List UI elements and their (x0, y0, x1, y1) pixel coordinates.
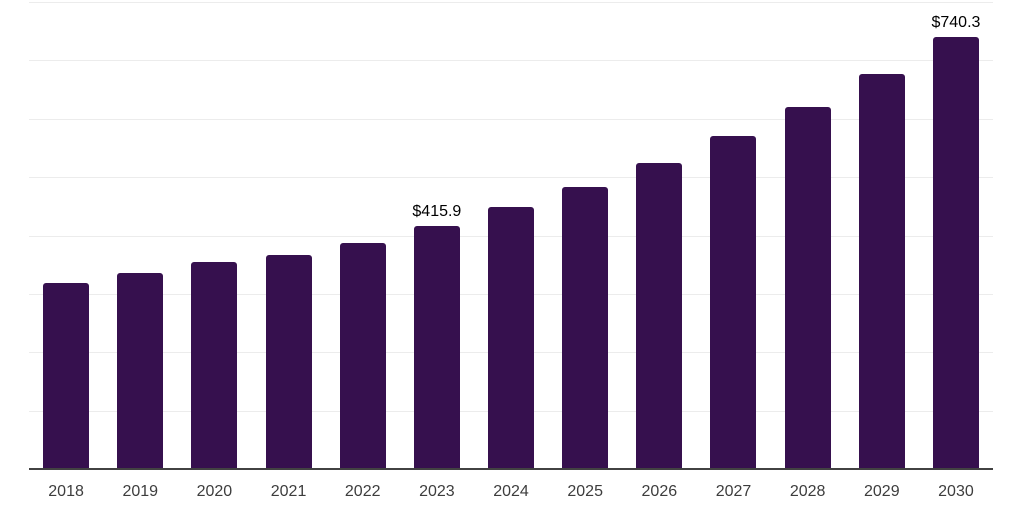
bar-column-2030: $740.3 (919, 2, 993, 469)
gridline-y-500 (29, 177, 993, 179)
x-axis-tick-label-2027: 2027 (715, 483, 752, 500)
bar-2021[interactable] (265, 254, 312, 469)
bar-2022[interactable] (339, 242, 386, 469)
gridline-y-700 (29, 60, 993, 62)
plot-area: $415.9 $740.3 (29, 2, 993, 470)
bar-column-2019 (103, 2, 177, 469)
x-axis-tick-label-2023: 2023 (419, 483, 455, 500)
bar-column-2023: $415.9 (400, 2, 474, 469)
x-axis-line (29, 468, 993, 470)
x-axis-tick-label-2030: 2030 (938, 483, 974, 500)
bar-column-2026 (622, 2, 696, 469)
bar-2023[interactable] (413, 226, 460, 469)
x-axis-tick-label-2020: 2020 (196, 483, 233, 500)
bar-2027[interactable] (710, 136, 757, 469)
bar-2026[interactable] (636, 163, 683, 469)
bar-column-2018 (29, 2, 103, 469)
x-axis-tick-label-2029: 2029 (864, 483, 900, 500)
bar-column-2029 (845, 2, 919, 469)
gridline-y-800 (29, 2, 993, 3)
x-axis-tick-labels: 2018 2019 2020 2021 2022 2023 2024 2025 2026 2027… (29, 483, 993, 501)
gridline-y-600 (29, 118, 993, 120)
bar-2019[interactable] (117, 273, 164, 469)
x-axis-tick-label-2028: 2028 (789, 483, 826, 500)
bar-column-2028 (771, 2, 845, 469)
bar-column-2025 (548, 2, 622, 469)
bar-data-label-2030: $740.3 (931, 13, 981, 31)
bars-container: $415.9 $740.3 (29, 2, 993, 469)
x-axis-tick-label-2018: 2018 (48, 483, 84, 500)
x-axis-tick-label-2025: 2025 (567, 483, 603, 500)
bar-column-2027 (696, 2, 770, 469)
bar-2028[interactable] (784, 107, 831, 469)
bar-2024[interactable] (488, 207, 535, 469)
bar-column-2021 (251, 2, 325, 469)
bar-2018[interactable] (43, 283, 90, 469)
bar-2030[interactable] (932, 36, 979, 469)
bar-2020[interactable] (191, 262, 238, 469)
x-axis-tick-label-2019: 2019 (122, 483, 159, 500)
bar-column-2024 (474, 2, 548, 469)
x-axis-tick-label-2024: 2024 (493, 483, 529, 500)
bar-2029[interactable] (858, 73, 905, 469)
x-axis-tick-label-2021: 2021 (270, 483, 307, 500)
bar-2025[interactable] (562, 187, 609, 469)
x-axis-tick-label-2022: 2022 (344, 483, 381, 500)
x-axis-tick-label-2026: 2026 (641, 483, 678, 500)
bar-data-label-2023: $415.9 (412, 203, 462, 221)
bar-column-2020 (177, 2, 251, 469)
bar-column-2022 (326, 2, 400, 469)
